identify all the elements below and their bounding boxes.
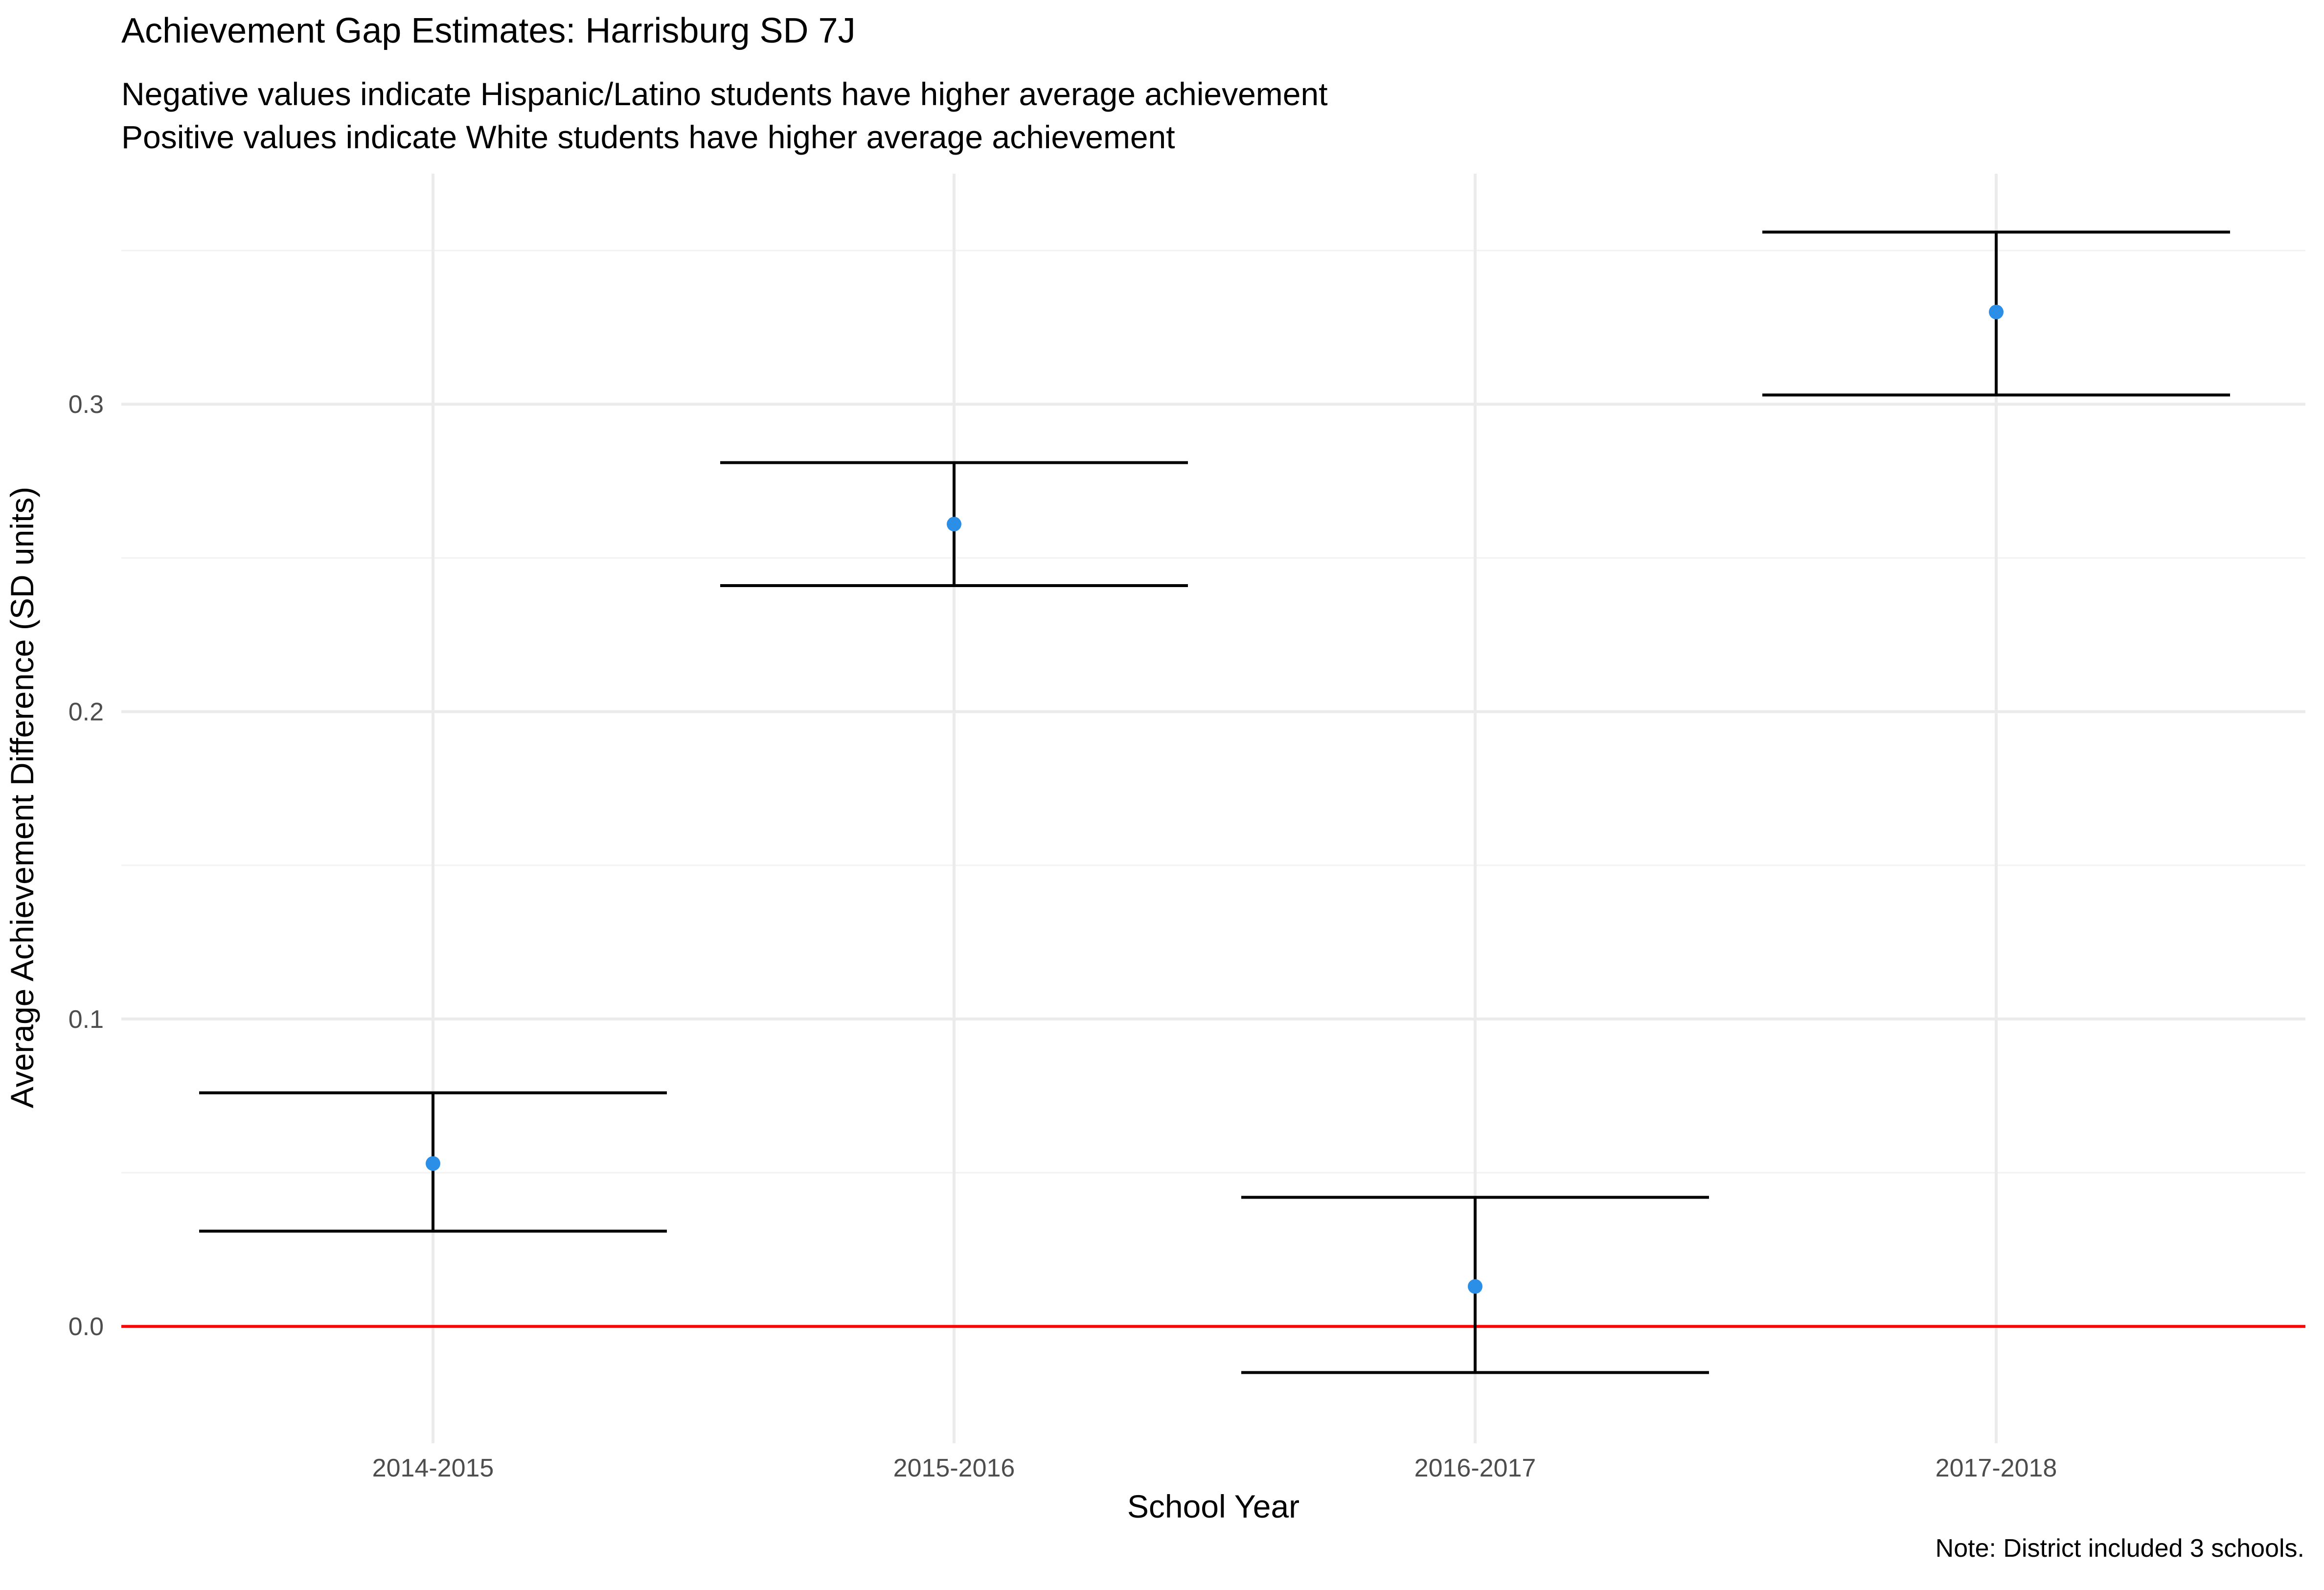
x-tick-labels: 2014-2015 2015-2016 2016-2017 2017-2018 bbox=[372, 1454, 2057, 1482]
y-tick-label: 0.0 bbox=[68, 1313, 104, 1341]
x-tick-label: 2014-2015 bbox=[372, 1454, 494, 1482]
subtitle-line-2: Positive values indicate White students … bbox=[121, 119, 1175, 155]
data-point bbox=[426, 1156, 440, 1171]
data-point bbox=[1468, 1279, 1482, 1294]
x-tick-label: 2015-2016 bbox=[893, 1454, 1015, 1482]
data-point bbox=[947, 517, 961, 532]
y-tick-label: 0.3 bbox=[68, 390, 104, 419]
chart-caption: Note: District included 3 schools. bbox=[1935, 1534, 2304, 1563]
chart-title: Achievement Gap Estimates: Harrisburg SD… bbox=[121, 11, 856, 50]
y-tick-label: 0.1 bbox=[68, 1005, 104, 1034]
y-tick-label: 0.2 bbox=[68, 698, 104, 727]
subtitle-line-1: Negative values indicate Hispanic/Latino… bbox=[121, 76, 1328, 112]
x-tick-label: 2017-2018 bbox=[1936, 1454, 2057, 1482]
data-point bbox=[1989, 304, 2004, 319]
error-bars bbox=[199, 230, 2230, 1374]
y-axis-title: Average Achievement Difference (SD units… bbox=[4, 487, 40, 1109]
y-tick-labels: 0.0 0.1 0.2 0.3 bbox=[68, 390, 104, 1341]
data-points bbox=[426, 304, 2004, 1294]
x-axis-title: School Year bbox=[1127, 1488, 1299, 1524]
grid-lines bbox=[121, 174, 2305, 1443]
chart-subtitle: Negative values indicate Hispanic/Latino… bbox=[121, 72, 1328, 159]
x-tick-label: 2016-2017 bbox=[1414, 1454, 1536, 1482]
